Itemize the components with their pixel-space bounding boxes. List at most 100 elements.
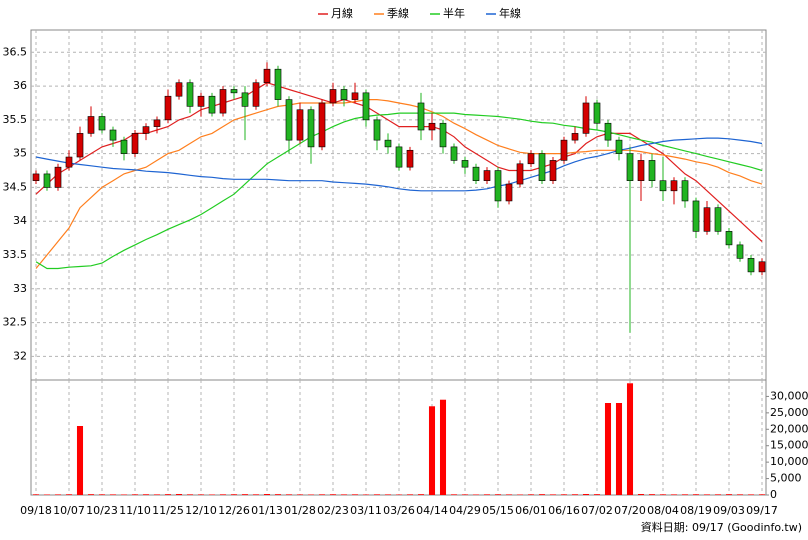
volume-bar <box>450 494 458 495</box>
candle-body <box>549 160 557 181</box>
y-tick-label: 35 <box>13 147 27 160</box>
volume-bar <box>219 494 227 495</box>
candle-body <box>307 109 315 148</box>
volume-bar <box>681 494 689 495</box>
volume-bar <box>659 494 667 495</box>
volume-bar <box>263 494 271 495</box>
candle-body <box>604 122 612 141</box>
x-tick-label: 08/04 <box>647 504 679 517</box>
x-tick-label: 04/29 <box>449 504 481 517</box>
volume-bar <box>285 494 293 495</box>
volume-bar <box>65 494 73 495</box>
volume-bar <box>439 399 447 495</box>
candle-body <box>142 126 150 134</box>
volume-bar <box>758 494 766 495</box>
volume-bar <box>428 406 436 495</box>
y-tick-label: 32.5 <box>3 316 28 329</box>
candle-body <box>274 68 282 100</box>
volume-bar <box>560 494 568 495</box>
volume-bar <box>109 494 117 495</box>
y-tick-label: 33.5 <box>3 248 28 261</box>
candle-body <box>494 170 502 202</box>
volume-bar <box>626 383 634 495</box>
candle-body <box>329 89 337 104</box>
x-tick-label: 03/11 <box>350 504 382 517</box>
candle-body <box>76 133 84 158</box>
candle-body <box>252 82 260 107</box>
y2-tick-label: 30,000 <box>770 389 808 402</box>
y2-tick-label: 10,000 <box>770 455 808 468</box>
candle-body <box>241 92 249 107</box>
volume-bar <box>87 494 95 495</box>
footer: 資料日期: 09/17 (Goodinfo.tw) <box>641 520 802 534</box>
candle-body <box>54 166 62 188</box>
volume-bar <box>725 494 733 495</box>
x-tick-label: 10/23 <box>86 504 118 517</box>
candle-body <box>208 95 216 114</box>
volume-bar <box>186 494 194 495</box>
candle-body <box>428 122 436 131</box>
x-tick-label: 08/19 <box>680 504 712 517</box>
volume-bar <box>648 494 656 495</box>
volume-bar <box>131 494 139 495</box>
x-tick-label: 11/25 <box>152 504 184 517</box>
x-tick-label: 03/26 <box>383 504 415 517</box>
x-tick-label: 09/17 <box>746 504 778 517</box>
candle-body <box>461 160 469 168</box>
candle-body <box>439 122 447 148</box>
candle-body <box>450 146 458 161</box>
legend-label: 半年 <box>443 6 465 20</box>
candle-body <box>714 207 722 232</box>
x-tick-label: 09/03 <box>713 504 745 517</box>
candle-body <box>362 92 370 121</box>
candle-body <box>736 244 744 259</box>
x-tick-label: 09/18 <box>20 504 52 517</box>
candle-body <box>505 183 513 202</box>
candle-body <box>318 102 326 148</box>
y2-tick-label: 0 <box>770 488 777 501</box>
volume-bar <box>736 494 744 495</box>
candle-body <box>692 200 700 232</box>
volume-bar <box>329 494 337 495</box>
candle-body <box>659 180 667 192</box>
candle-body <box>373 119 381 141</box>
y-tick-label: 32 <box>13 349 27 362</box>
y-tick-label: 35.5 <box>3 113 28 126</box>
volume-bar <box>54 494 62 495</box>
candle-body <box>351 92 359 100</box>
candle-body <box>725 231 733 246</box>
x-tick-label: 02/23 <box>317 504 349 517</box>
candle-body <box>571 133 579 141</box>
y-tick-label: 34 <box>13 214 27 227</box>
candle-body <box>670 180 678 192</box>
candle-body <box>417 102 425 131</box>
y2-tick-label: 5,000 <box>770 472 802 485</box>
volume-bar <box>340 494 348 495</box>
candle-body <box>637 160 645 181</box>
ma-line <box>35 112 763 270</box>
candle-body <box>560 139 568 161</box>
legend-label: 月線 <box>331 6 353 20</box>
candle-body <box>230 89 238 94</box>
y-tick-label: 34.5 <box>3 180 28 193</box>
candle-body <box>406 149 414 168</box>
volume-bar <box>175 494 183 495</box>
ma-line <box>35 137 763 192</box>
volume-bar <box>461 494 469 495</box>
candle-body <box>131 133 139 154</box>
candle-body <box>384 139 392 148</box>
volume-bar <box>230 494 238 495</box>
candle-body <box>87 116 95 134</box>
x-tick-label: 01/28 <box>284 504 316 517</box>
y2-tick-label: 25,000 <box>770 406 808 419</box>
candle-body <box>516 163 524 185</box>
candle-body <box>703 207 711 232</box>
candle-body <box>296 109 304 141</box>
candle-body <box>263 68 271 84</box>
y-tick-label: 36 <box>13 79 27 92</box>
x-tick-label: 06/16 <box>548 504 580 517</box>
volume-bar <box>164 494 172 495</box>
volume-bar <box>714 494 722 495</box>
